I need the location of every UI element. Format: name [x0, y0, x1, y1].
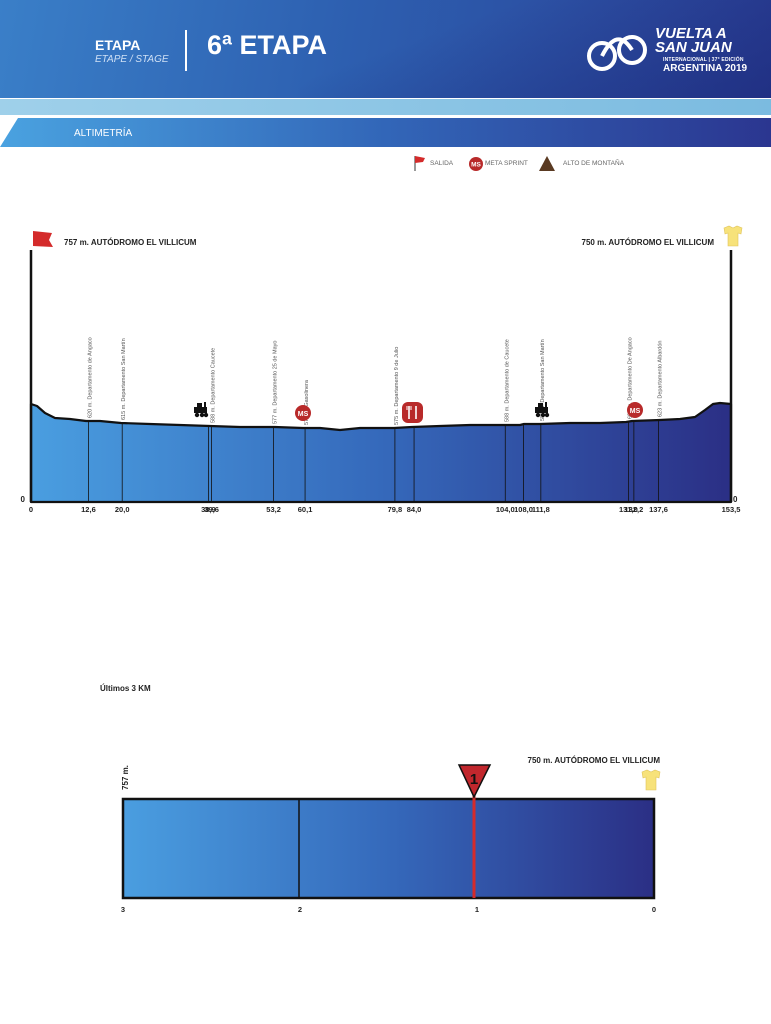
header-band-light-fill [0, 99, 771, 115]
header-divider [185, 30, 187, 71]
mountain-icon [539, 156, 555, 171]
meta-sprint-marker-2: MS [627, 402, 643, 418]
profile-area [29, 401, 733, 504]
x-tick-label: 137,6 [649, 505, 668, 514]
flag-icon [414, 156, 425, 171]
x-tick-label: 0 [29, 505, 33, 514]
x-tick-label: 153,5 [722, 505, 741, 514]
point-label: 623 m. Departamento Albardón [657, 341, 663, 417]
point-label: 575 m. Departamento 9 de Julio [394, 347, 400, 425]
train-icon [535, 402, 550, 418]
flamme-rouge-icon: 1 [457, 764, 492, 799]
x-tick-label: 53,2 [266, 505, 281, 514]
point-label: 577 m. Departamento 25 de Mayo [273, 341, 279, 424]
tick-labels: 0 12,6 20,0 38,939,6 53,2 60,1 79,8 84,0 104,0 10… [29, 505, 740, 514]
feed-zone-icon [402, 402, 423, 423]
x-tick-label: 38,9 [201, 505, 216, 514]
last-3km-title: Últimos 3 KM [100, 684, 151, 693]
etapa-label: ETAPA [95, 37, 141, 53]
meta-sprint-icon: MS [469, 157, 483, 171]
leader-jersey-icon [641, 769, 661, 791]
svg-text:MS: MS [298, 411, 309, 418]
legend-label-salida: SALIDA [430, 160, 454, 167]
cyclist-logo-icon [587, 35, 647, 71]
point-label: 620 m. Departamento de Angaco [87, 337, 93, 418]
x-tick-label: 39,6 [204, 505, 219, 514]
last-3km-area [121, 797, 656, 900]
logo-line-3: INTERNACIONAL | 37° EDICIÓN [663, 57, 744, 63]
legend: MS [414, 156, 555, 171]
point-labels: 620 m. Departamento de Angaco 615 m. Depa… [87, 337, 663, 425]
last-3km-chart: 1 757 m. 750 m. AUTÓDROMO EL VILLICUM 3 2… [121, 756, 661, 914]
train-icon [194, 402, 209, 418]
point-label: 588 m. Departamento San Martín [540, 339, 546, 421]
last-3km-tick: 2 [298, 905, 302, 914]
svg-text:MS: MS [471, 162, 481, 169]
last-3km-finish-label: 750 m. AUTÓDROMO EL VILLICUM [528, 756, 661, 765]
leader-jersey-icon [723, 225, 743, 247]
stage-header: ETAPA ETAPE / STAGE 6ª ETAPA VUELTA A SA… [0, 0, 771, 98]
section-title: ALTIMETRÍA [74, 128, 133, 139]
start-flag-icon [33, 231, 53, 247]
x-tick-label: 111,8 [532, 505, 550, 514]
race-logo: VUELTA A SAN JUAN INTERNACIONAL | 37° ED… [585, 24, 755, 76]
legend-label-meta-sprint: META SPRINT [485, 160, 528, 167]
y-zero-left: 0 [21, 495, 26, 504]
x-tick-label: 60,1 [298, 505, 313, 514]
last-3km-tick: 0 [652, 905, 656, 914]
last-3km-tick: 1 [475, 905, 479, 914]
x-tick-label: 84,0 [407, 505, 422, 514]
x-tick-label: 132,2 [624, 505, 643, 514]
svg-text:MS: MS [630, 408, 641, 415]
x-tick-label: 108,0 [514, 505, 533, 514]
x-tick-label: 12,6 [81, 505, 96, 514]
x-tick-label: 79,8 [388, 505, 403, 514]
point-label: 571 m. Gasolinera [304, 379, 310, 425]
section-band [0, 118, 771, 147]
svg-text:1: 1 [470, 771, 478, 788]
point-label: 588 m. Departamento Caucete [211, 348, 217, 423]
y-zero-right: 0 [733, 495, 738, 504]
meta-sprint-marker-1: MS [295, 405, 311, 421]
finish-label: 750 m. AUTÓDROMO EL VILLICUM [582, 238, 715, 247]
last-3km-start-label: 757 m. [121, 765, 130, 790]
point-label: 588 m. Departamento de Caucete [504, 339, 510, 422]
point-label: 615 m. Departamento San Martín [121, 338, 127, 420]
start-label: 757 m. AUTÓDROMO EL VILLICUM [64, 238, 197, 247]
x-tick-label: 104,0 [496, 505, 515, 514]
km-lines [88, 420, 659, 502]
stage-title: 6ª ETAPA [207, 30, 328, 60]
last-3km-tick: 3 [121, 905, 125, 914]
x-tick-label: 20,0 [115, 505, 130, 514]
last-3km-tick-labels: 3 2 1 0 [121, 905, 656, 914]
legend-label-alto: ALTO DE MONTAÑA [563, 160, 625, 167]
stage-profile-chart: 620 m. Departamento de Angaco 615 m. Depa… [21, 225, 743, 514]
point-label: 608 m. Departamento De Angaco [627, 337, 633, 419]
etapa-subtitle: ETAPE / STAGE [95, 54, 169, 65]
logo-line-2: SAN JUAN [655, 39, 732, 56]
logo-line-1: VUELTA A [655, 25, 727, 42]
header-shade [300, 0, 771, 98]
x-tick-label: 131,0 [619, 505, 638, 514]
logo-line-4: ARGENTINA 2019 [663, 63, 748, 74]
